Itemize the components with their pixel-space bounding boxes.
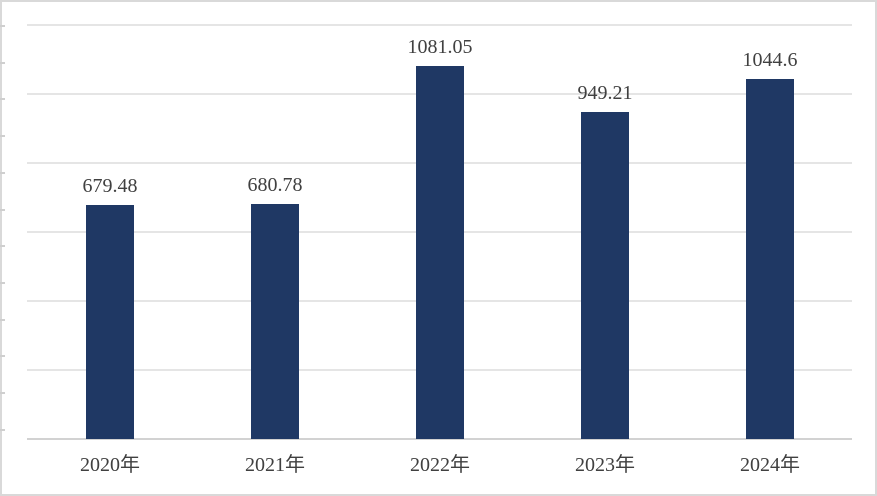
data-label-2023年: 949.21: [577, 82, 633, 104]
x-axis-label-2022年: 2022年: [410, 454, 470, 476]
y-axis-minor-tick: [0, 135, 5, 137]
bar-2020年[interactable]: [86, 205, 134, 439]
data-label-2024年: 1044.6: [742, 49, 798, 71]
bar-2023年[interactable]: [581, 112, 629, 439]
y-axis-minor-tick: [0, 25, 5, 27]
y-axis-minor-tick: [0, 429, 5, 431]
y-axis-minor-tick: [0, 282, 5, 284]
bar-2024年[interactable]: [746, 79, 794, 439]
x-axis-line: [27, 438, 852, 440]
y-axis-minor-tick: [0, 62, 5, 64]
data-label-2021年: 680.78: [247, 174, 303, 196]
y-axis-minor-tick: [0, 209, 5, 211]
x-axis-label-2023年: 2023年: [575, 454, 635, 476]
x-axis-label-2021年: 2021年: [245, 454, 305, 476]
x-axis-label-2024年: 2024年: [740, 454, 800, 476]
y-axis-minor-tick: [0, 319, 5, 321]
bar-2022年[interactable]: [416, 66, 464, 439]
data-label-2022年: 1081.05: [407, 36, 473, 58]
gridline-1200: [27, 24, 852, 26]
data-label-2020年: 679.48: [82, 175, 138, 197]
y-axis-minor-tick: [0, 98, 5, 100]
bar-2021年[interactable]: [251, 204, 299, 439]
y-axis-minor-tick: [0, 392, 5, 394]
y-axis-minor-tick: [0, 172, 5, 174]
y-axis-minor-tick: [0, 245, 5, 247]
x-axis-label-2020年: 2020年: [80, 454, 140, 476]
y-axis-minor-tick: [0, 355, 5, 357]
